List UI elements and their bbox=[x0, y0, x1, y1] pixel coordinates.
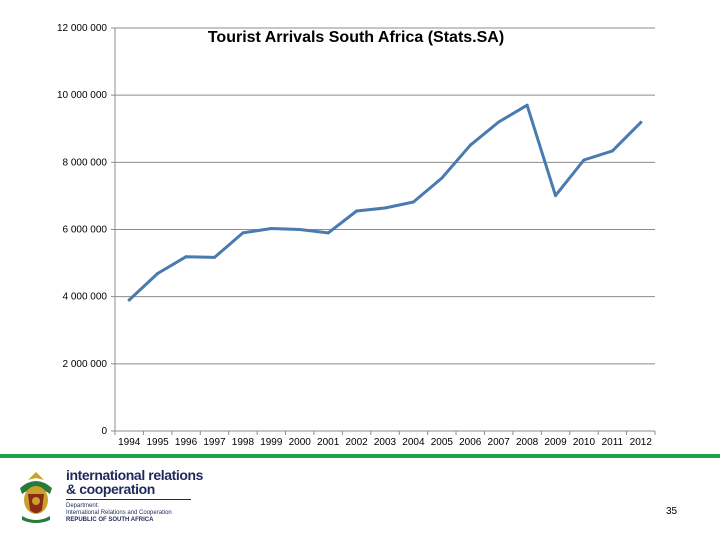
x-tick-label-1997: 1997 bbox=[203, 437, 226, 448]
axes bbox=[111, 27, 656, 435]
x-tick-label-2011: 2011 bbox=[602, 437, 624, 448]
y-tick-label-5: 10 000 000 bbox=[57, 90, 107, 101]
y-tick-label-1: 2 000 000 bbox=[63, 359, 108, 370]
data-point-2002 bbox=[355, 209, 359, 213]
x-tick-label-2009: 2009 bbox=[544, 437, 567, 448]
y-tick-label-0: 0 bbox=[101, 426, 107, 437]
data-point-2003 bbox=[383, 206, 387, 210]
data-point-1996 bbox=[184, 255, 188, 259]
x-tick-label-1998: 1998 bbox=[232, 437, 255, 448]
x-tick-label-2006: 2006 bbox=[459, 437, 482, 448]
data-point-2012 bbox=[639, 120, 643, 124]
data-point-2001 bbox=[326, 231, 330, 235]
y-tick-label-4: 8 000 000 bbox=[63, 157, 108, 168]
y-tick-labels: 0 2 000 000 4 000 000 6 000 000 8 000 000 10 … bbox=[57, 23, 108, 437]
x-tick-label-2001: 2001 bbox=[317, 437, 340, 448]
series-line-0 bbox=[127, 103, 643, 302]
chart-title: Tourist Arrivals South Africa (Stats.SA) bbox=[208, 29, 504, 46]
data-point-1994 bbox=[127, 298, 131, 302]
x-tick-label-2010: 2010 bbox=[573, 437, 596, 448]
data-point-1995 bbox=[156, 271, 160, 275]
data-point-2005 bbox=[440, 176, 444, 180]
data-point-2009 bbox=[554, 194, 558, 198]
brand-line-2: & cooperation bbox=[66, 481, 155, 497]
gridlines bbox=[115, 27, 655, 365]
brand-divider bbox=[66, 499, 191, 500]
footer-accent-bar bbox=[0, 454, 720, 458]
tourist-arrivals-chart: Tourist Arrivals South Africa (Stats.SA)… bbox=[57, 23, 656, 448]
data-point-2007 bbox=[497, 120, 501, 124]
data-point-1999 bbox=[269, 226, 273, 230]
y-tick-label-2: 4 000 000 bbox=[63, 292, 108, 303]
department-name: International Relations and Cooperation bbox=[66, 510, 172, 516]
coat-of-arms-icon bbox=[20, 472, 52, 523]
x-tick-label-2005: 2005 bbox=[431, 437, 454, 448]
data-point-2004 bbox=[411, 200, 415, 204]
page-number: 35 bbox=[666, 506, 678, 517]
x-tick-label-2007: 2007 bbox=[488, 437, 511, 448]
x-tick-label-1996: 1996 bbox=[175, 437, 198, 448]
data-point-2010 bbox=[582, 158, 586, 162]
x-tick-label-1999: 1999 bbox=[260, 437, 283, 448]
x-tick-label-2008: 2008 bbox=[516, 437, 539, 448]
x-tick-label-1994: 1994 bbox=[118, 437, 141, 448]
x-tick-label-2002: 2002 bbox=[345, 437, 368, 448]
x-tick-label-1995: 1995 bbox=[147, 437, 170, 448]
footer-branding: international relations & cooperation De… bbox=[66, 467, 204, 524]
data-point-2006 bbox=[468, 143, 472, 147]
x-tick-label-2012: 2012 bbox=[630, 437, 653, 448]
data-point-2011 bbox=[610, 149, 614, 153]
y-tick-label-3: 6 000 000 bbox=[63, 225, 108, 236]
brand-line-1: international relations bbox=[66, 467, 204, 483]
data-point-2008 bbox=[525, 103, 529, 107]
department-label: Department: bbox=[66, 503, 100, 509]
x-tick-label-2003: 2003 bbox=[374, 437, 397, 448]
country-name: REPUBLIC OF SOUTH AFRICA bbox=[66, 517, 154, 523]
x-tick-labels: 1994 1995 1996 1997 1998 1999 2000 2001 2002 2003… bbox=[118, 437, 652, 448]
y-tick-label-6: 12 000 000 bbox=[57, 23, 107, 34]
data-point-1998 bbox=[241, 231, 245, 235]
x-tick-label-2000: 2000 bbox=[289, 437, 312, 448]
data-point-2000 bbox=[298, 228, 302, 231]
series-layer bbox=[127, 103, 643, 302]
x-tick-label-2004: 2004 bbox=[402, 437, 425, 448]
data-point-1997 bbox=[212, 255, 216, 259]
